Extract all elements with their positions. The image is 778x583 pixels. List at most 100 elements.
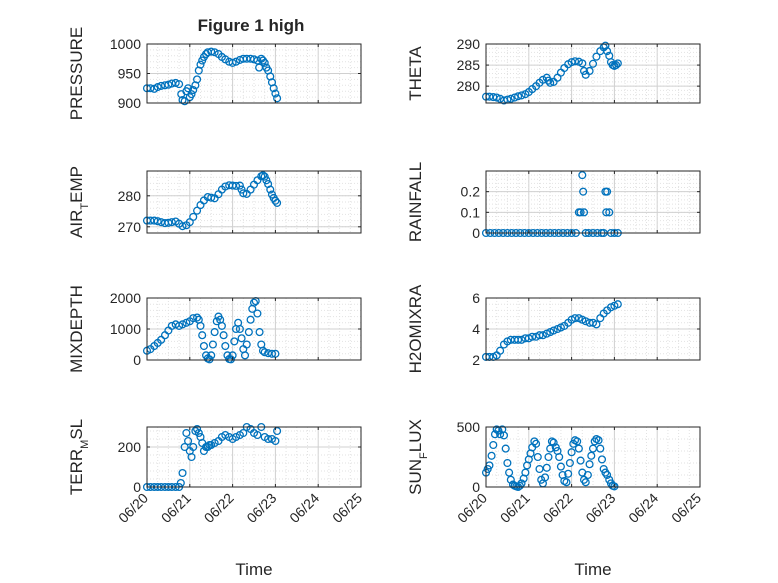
pressure-point xyxy=(196,60,205,69)
rainfall-point xyxy=(605,208,614,217)
theta-point xyxy=(506,94,515,103)
air-temp-point xyxy=(164,218,173,227)
sun-flux-point xyxy=(581,478,590,487)
h2omixra-point xyxy=(570,314,580,323)
sun-flux-point xyxy=(565,458,574,468)
theta-ytick-label: 290 xyxy=(457,36,481,52)
sun-flux-grid xyxy=(485,426,701,488)
theta-ylabel: THETA xyxy=(406,46,425,101)
sun-flux-point xyxy=(555,452,564,462)
h2omixra-point xyxy=(613,300,622,309)
h2omixra-ytick-label: 4 xyxy=(472,321,480,337)
mixdepth-point xyxy=(230,337,239,346)
air-temp-point xyxy=(273,198,282,207)
theta-point xyxy=(592,52,601,61)
sun-flux-point xyxy=(594,436,603,445)
sun-flux-point xyxy=(549,438,558,447)
mixdepth-point xyxy=(178,320,187,329)
sun-flux-point xyxy=(574,444,583,453)
h2omixra-panel: 2 4 6 H2OMIXRA xyxy=(406,284,701,373)
pressure-point xyxy=(153,83,162,92)
terr-msl-point xyxy=(193,424,202,434)
pressure-point xyxy=(157,81,166,90)
mixdepth-point xyxy=(267,349,277,358)
terr-msl-point xyxy=(264,434,273,444)
air-temp-point xyxy=(167,218,176,227)
terr-msl-point xyxy=(176,478,185,488)
pressure-point xyxy=(207,47,216,56)
air-temp-point xyxy=(239,189,248,198)
air-temp-point xyxy=(235,181,244,190)
pressure-point xyxy=(193,75,202,84)
pressure-ytick-label: 1000 xyxy=(110,36,141,52)
sun-flux-point xyxy=(532,439,541,448)
mixdepth-point xyxy=(237,334,246,343)
sun-flux-point xyxy=(521,468,530,477)
terr-msl-ylabel: TERRMSL xyxy=(67,419,91,495)
pressure-point xyxy=(269,84,278,93)
terr-msl-point xyxy=(253,430,262,440)
sun-flux-point xyxy=(562,478,571,487)
h2omixra-point xyxy=(517,335,526,344)
rainfall-point xyxy=(578,171,587,180)
air-temp-point xyxy=(193,206,202,215)
mixdepth-point xyxy=(205,355,214,364)
theta-point xyxy=(588,59,598,68)
theta-point xyxy=(578,59,587,68)
theta-ytick-label: 285 xyxy=(457,57,481,73)
terr-msl-point xyxy=(271,436,280,446)
air-temp-panel: 270 280 AIRTEMP xyxy=(67,166,362,238)
air-temp-point xyxy=(271,196,280,205)
mixdepth-point xyxy=(255,328,264,337)
air-temp-point xyxy=(262,176,271,185)
sun-flux-ytick-label: 500 xyxy=(457,419,481,435)
h2omixra-point xyxy=(538,331,547,340)
terr-msl-point xyxy=(210,438,219,448)
pressure-panel: 900 950 1000 PRESSURE xyxy=(67,27,362,120)
sun-flux-point xyxy=(535,464,544,474)
mixdepth-point xyxy=(193,313,202,322)
air-temp-point xyxy=(237,185,246,194)
pressure-points xyxy=(142,47,282,106)
theta-point xyxy=(603,47,612,56)
h2omixra-point xyxy=(528,332,537,341)
pressure-point xyxy=(253,56,262,65)
mixdepth-point xyxy=(199,341,208,351)
pressure-point xyxy=(164,80,173,89)
mixdepth-panel: 0 1000 2000 MIXDEPTH xyxy=(67,285,362,373)
mixdepth-point xyxy=(198,331,207,340)
rainfall-ytick-label: 0 xyxy=(472,225,480,241)
theta-points xyxy=(481,41,622,105)
figure-title: Figure 1 high xyxy=(198,16,305,35)
terr-msl-point xyxy=(221,430,230,440)
terr-msl-point xyxy=(178,468,187,478)
rainfall-ytick-label: 0.1 xyxy=(461,204,481,220)
sun-flux-point xyxy=(487,451,496,460)
sun-flux-point xyxy=(585,460,594,469)
h2omixra-point xyxy=(514,335,523,344)
h2omixra-point xyxy=(581,317,590,326)
sun-flux-point xyxy=(556,462,565,471)
theta-point xyxy=(546,78,555,87)
mixdepth-point xyxy=(219,331,228,340)
sun-flux-point xyxy=(547,437,556,446)
rainfall-point xyxy=(603,187,612,196)
theta-ytick-label: 280 xyxy=(457,78,481,94)
mixdepth-point xyxy=(207,351,216,360)
terr-msl-point xyxy=(180,442,189,452)
sun-flux-point xyxy=(506,475,515,484)
h2omixra-point xyxy=(535,331,544,340)
mixdepth-ytick-label: 2000 xyxy=(110,290,141,306)
mixdepth-ytick-label: 0 xyxy=(133,352,141,368)
rainfall-point xyxy=(579,208,589,217)
h2omixra-ytick-label: 2 xyxy=(472,352,480,368)
mixdepth-point xyxy=(246,315,255,324)
pressure-point xyxy=(228,58,237,67)
sun-flux-ylabel: SUNFLUX xyxy=(406,419,430,495)
sun-flux-point xyxy=(587,451,596,460)
sun-flux-point xyxy=(542,463,551,472)
terr-msl-point xyxy=(273,426,282,436)
pressure-point xyxy=(260,58,269,67)
terr-msl-point xyxy=(189,442,198,452)
